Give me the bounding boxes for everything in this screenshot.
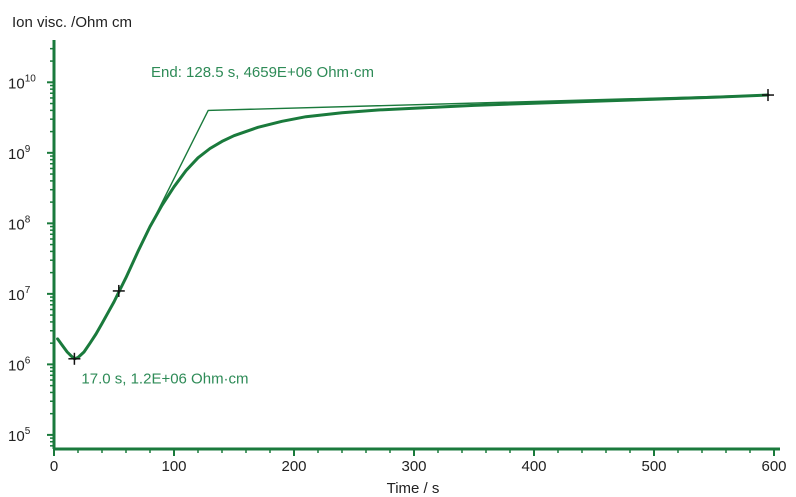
x-tick-label: 300 <box>401 458 426 475</box>
data-marker <box>762 89 774 102</box>
y-tick-label: 109 <box>8 144 31 163</box>
data-markers <box>68 89 774 365</box>
x-tick-label: 0 <box>50 458 58 475</box>
x-tick-label: 200 <box>281 458 306 475</box>
data-marker <box>68 352 81 365</box>
end-annotation: End: 128.5 s, 4659E+06 Ohm·cm <box>151 64 374 81</box>
min-annotation: 17.0 s, 1.2E+06 Ohm·cm <box>81 371 248 388</box>
axes: 0 100 200 300 400 500 600 105 106 107 108 109 1010 <box>8 40 787 475</box>
data-marker <box>112 284 125 297</box>
data-curves <box>56 93 770 361</box>
x-tick-label: 600 <box>761 458 786 475</box>
viscosity-curve <box>56 93 770 361</box>
x-axis-label: Time / s <box>387 480 440 497</box>
x-tick-label: 500 <box>641 458 666 475</box>
y-tick-label: 106 <box>8 355 31 374</box>
annotations: End: 128.5 s, 4659E+06 Ohm·cm 17.0 s, 1.2… <box>81 64 374 388</box>
y-tick-label: 105 <box>8 426 31 445</box>
tangent-line <box>149 94 769 228</box>
y-tick-label: 1010 <box>8 73 36 92</box>
x-tick-label: 400 <box>521 458 546 475</box>
y-tick-label: 107 <box>8 285 31 304</box>
x-tick-label: 100 <box>161 458 186 475</box>
y-axis-label: Ion visc. /Ohm cm <box>12 14 132 31</box>
y-tick-label: 108 <box>8 214 31 233</box>
